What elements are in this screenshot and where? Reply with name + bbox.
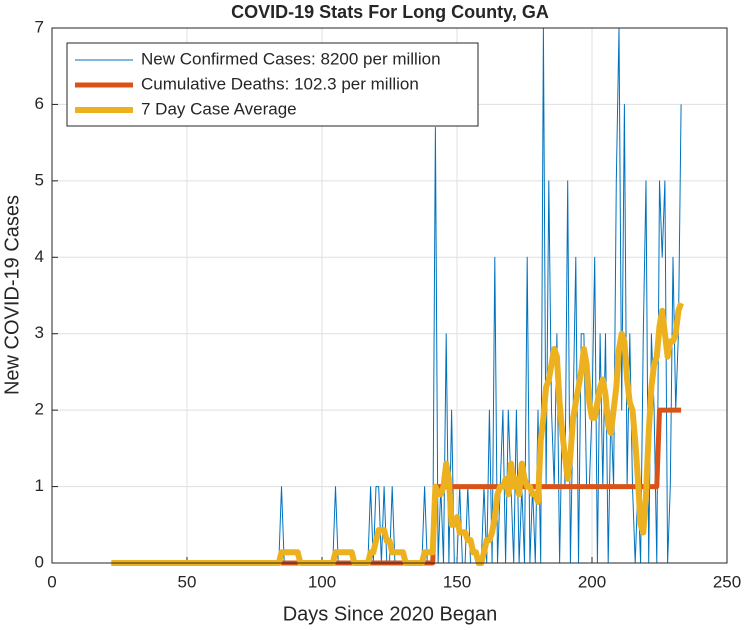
y-tick-label: 0 [35,552,44,571]
x-tick-label: 250 [713,572,741,591]
y-axis-label: New COVID-19 Cases [1,195,23,395]
y-tick-label: 3 [35,323,44,342]
x-tick-label: 150 [443,572,471,591]
chart-title: COVID-19 Stats For Long County, GA [231,2,549,22]
x-tick-label: 50 [178,572,197,591]
y-tick-label: 6 [35,94,44,113]
legend-label: 7 Day Case Average [141,99,297,118]
legend-box [66,42,479,127]
y-tick-label: 5 [35,170,44,189]
plot-frame [51,27,728,564]
y-tick-label: 4 [35,247,44,266]
x-tick-label: 0 [47,572,56,591]
x-tick-label: 100 [308,572,336,591]
y-tick-label: 7 [35,17,44,36]
y-tick-label: 2 [35,400,44,419]
legend-label: New Confirmed Cases: 8200 per million [141,49,441,68]
legend-label: Cumulative Deaths: 102.3 per million [141,74,419,93]
x-tick-label: 200 [578,572,606,591]
y-tick-label: 1 [35,476,44,495]
x-axis-label: Days Since 2020 Began [283,603,498,625]
